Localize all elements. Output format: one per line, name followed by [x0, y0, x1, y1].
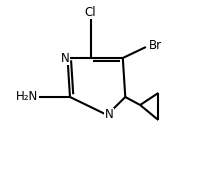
Text: Cl: Cl [85, 6, 96, 19]
Text: Br: Br [149, 39, 162, 52]
Text: N: N [61, 52, 69, 64]
Text: H₂N: H₂N [16, 90, 38, 104]
Text: N: N [104, 108, 113, 122]
